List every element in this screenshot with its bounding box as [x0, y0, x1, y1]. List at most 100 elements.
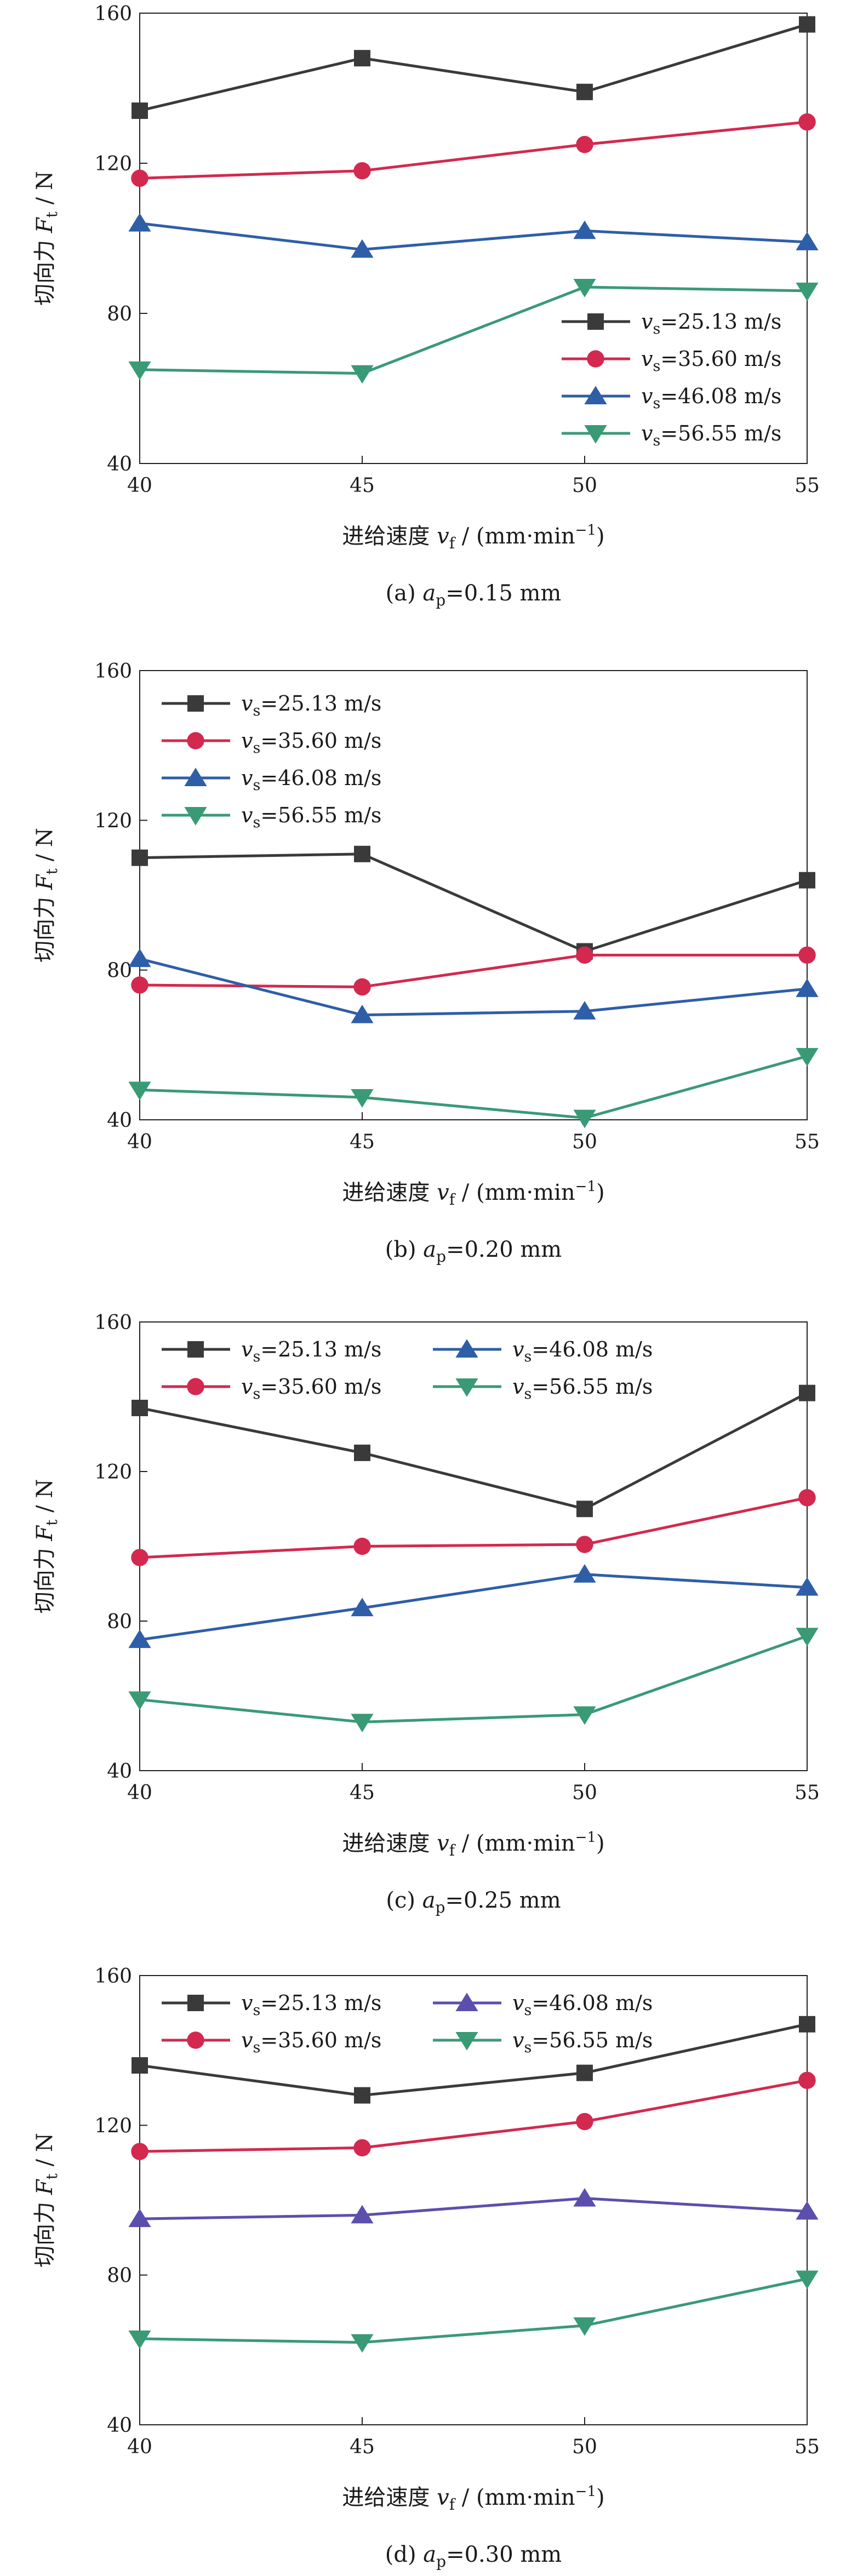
x-tick-label: 45 [350, 1131, 375, 1153]
legend-item: vs=56.55 m/s [433, 2028, 653, 2056]
y-tick-label: 40 [107, 2414, 132, 2437]
legend-label: vs=56.55 m/s [512, 2028, 653, 2056]
legend-item: vs=25.13 m/s [162, 1337, 381, 1365]
legend-swatch-marker [587, 350, 604, 368]
data-point [796, 1047, 819, 1067]
y-axis-label: 切向力 Ft / N [32, 171, 61, 306]
series-46-08-m-s [128, 2188, 819, 2228]
y-tick-label: 120 [94, 2115, 132, 2137]
data-point [132, 2057, 148, 2074]
series-46-08-m-s [128, 948, 819, 1023]
data-point [353, 2139, 371, 2157]
legend-label: vs=56.55 m/s [512, 1375, 653, 1403]
data-point [796, 232, 819, 250]
y-tick-label: 160 [94, 660, 132, 683]
x-tick-label: 45 [350, 1782, 375, 1804]
legend-swatch-marker [455, 1378, 478, 1397]
data-point [128, 2208, 151, 2228]
data-point [128, 1081, 151, 1101]
data-point [131, 1549, 148, 1566]
y-tick-label: 40 [107, 453, 132, 476]
legend-item: vs=46.08 m/s [562, 384, 781, 412]
legend-label: vs=35.60 m/s [241, 729, 381, 757]
y-tick-label: 40 [107, 1109, 132, 1132]
data-point [128, 2330, 151, 2349]
x-tick-label: 40 [127, 1782, 152, 1804]
series-35-60-m-s [131, 946, 816, 996]
y-tick-label: 80 [107, 2265, 132, 2287]
x-tick-label: 55 [795, 1782, 820, 1804]
data-point [796, 282, 819, 301]
legend-item: vs=35.60 m/s [162, 1375, 381, 1403]
data-point [132, 849, 148, 866]
series-line [139, 23, 808, 112]
legend-item: vs=46.08 m/s [433, 1337, 653, 1365]
data-point [131, 169, 148, 187]
data-point [798, 946, 816, 964]
legend: vs=25.13 m/s vs=35.60 m/s vs=46.08 m/s vs=5… [562, 310, 781, 449]
data-point [351, 365, 374, 384]
data-point [798, 113, 816, 131]
data-point [353, 162, 371, 180]
data-point [799, 872, 815, 889]
legend-label: vs=46.08 m/s [512, 1337, 653, 1365]
chart-panel-1: 40 80 120 160 40 45 50 55 切向力 Ft / N 进给速度 vf / (m… [32, 3, 820, 609]
series-56-55-m-s [128, 1047, 819, 1129]
x-tick-label: 50 [572, 2436, 597, 2458]
series-35-60-m-s [131, 113, 816, 187]
legend-swatch-marker [184, 807, 207, 826]
series-line [139, 953, 807, 988]
series-56-55-m-s [128, 279, 819, 384]
series-line [139, 2197, 808, 2220]
legend-item: vs=25.13 m/s [162, 691, 381, 719]
y-tick-label: 160 [94, 3, 132, 25]
y-tick-label: 80 [107, 1611, 132, 1633]
series-line [139, 2079, 808, 2153]
legend-item: vs=56.55 m/s [433, 1375, 653, 1403]
x-tick-label: 55 [795, 474, 820, 497]
legend-item: vs=35.60 m/s [562, 347, 781, 375]
legend-swatch-marker [584, 386, 607, 404]
data-point [573, 220, 596, 239]
legend-label: vs=46.08 m/s [641, 384, 781, 412]
legend-label: vs=25.13 m/s [241, 691, 381, 719]
data-point [573, 1001, 596, 1020]
legend-swatch-marker [187, 1341, 204, 1358]
x-axis-label: 进给速度 vf / (mm·min−1) [342, 2483, 604, 2514]
x-tick-label: 45 [350, 474, 375, 497]
chart-panel-4: 40 80 120 160 40 45 50 55 切向力 Ft / N 进给速度 vf / (m… [32, 1965, 820, 2571]
data-point [354, 1444, 370, 1461]
legend-swatch-marker [455, 1993, 478, 2011]
series-35-60-m-s [131, 2071, 816, 2160]
legend-item: vs=35.60 m/s [162, 2028, 381, 2056]
series-line [139, 1055, 808, 1120]
data-point [128, 1629, 151, 1648]
x-axis-label: 进给速度 vf / (mm·min−1) [342, 1829, 604, 1859]
legend-swatch-marker [187, 732, 204, 749]
legend-swatch-marker [187, 1995, 204, 2011]
plot-frame [139, 1321, 808, 1771]
data-point [573, 1706, 596, 1725]
legend-item: vs=35.60 m/s [162, 729, 381, 757]
data-point [576, 136, 593, 153]
x-tick-label: 40 [127, 474, 152, 497]
series-line [139, 222, 808, 251]
data-point [351, 1714, 374, 1733]
data-point [799, 16, 815, 33]
data-point [796, 2201, 819, 2220]
x-axis-label: 进给速度 vf / (mm·min−1) [342, 1178, 604, 1209]
data-point [796, 2270, 819, 2289]
legend-item: vs=46.08 m/s [433, 1991, 653, 2019]
data-point [796, 1577, 819, 1596]
chart-panel-2: 40 80 120 160 40 45 50 55 切向力 Ft / N 进给速度 vf / (m… [32, 660, 820, 1266]
series-46-08-m-s [128, 1564, 819, 1648]
x-tick-label: 40 [127, 1131, 152, 1153]
legend-label: vs=25.13 m/s [241, 1337, 381, 1365]
legend-item: vs=46.08 m/s [162, 766, 381, 794]
data-point [576, 946, 593, 964]
data-point [799, 2016, 815, 2033]
series-line [139, 1634, 808, 1724]
data-point [576, 1536, 593, 1553]
series-25-13-m-s [132, 1384, 815, 1518]
